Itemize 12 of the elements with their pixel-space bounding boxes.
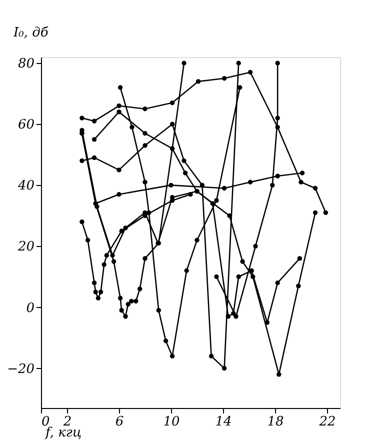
x-tick-label: 22 bbox=[318, 414, 336, 430]
x-tick-label: 14 bbox=[215, 414, 232, 430]
y-tick-label: 0 bbox=[26, 300, 34, 316]
x-tick-label: 18 bbox=[267, 414, 284, 430]
x-tick-label: 6 bbox=[115, 414, 124, 430]
y-tick-label: 20 bbox=[16, 240, 34, 255]
y-tick-label: −20 bbox=[7, 362, 34, 377]
x-tick-label: 10 bbox=[163, 414, 180, 430]
y-tick-label: 60 bbox=[18, 118, 34, 133]
y-axis-title: I₀, дб bbox=[12, 26, 48, 40]
y-tick-label: 80 bbox=[18, 56, 34, 72]
y-tick-label: 40 bbox=[16, 178, 34, 194]
